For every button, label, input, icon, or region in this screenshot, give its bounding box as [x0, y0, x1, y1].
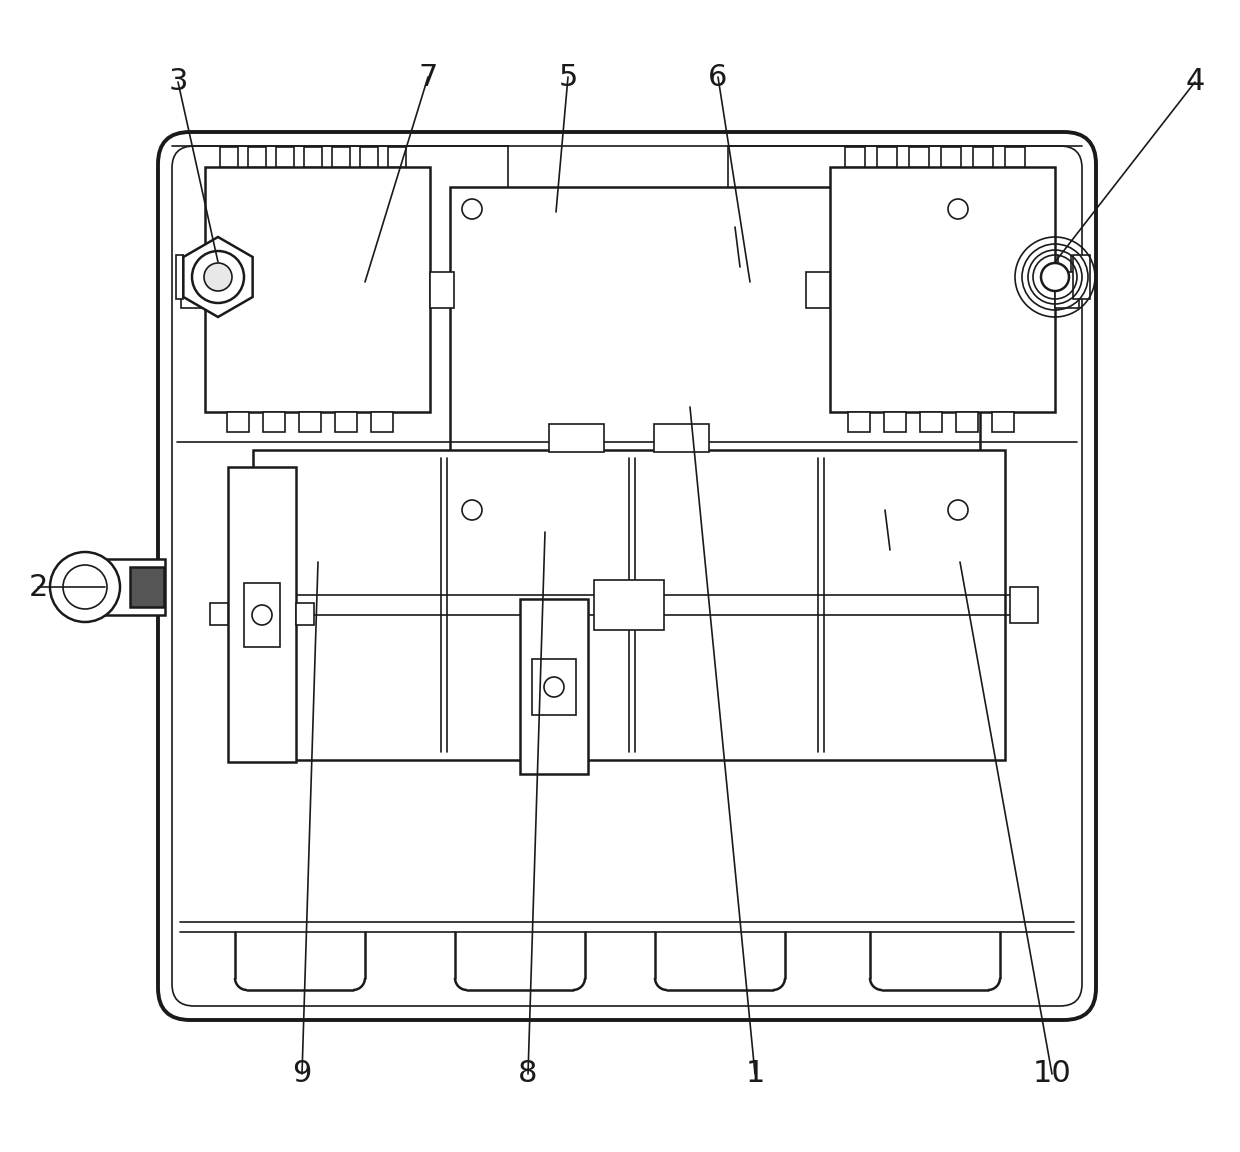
Bar	[430, 272, 454, 308]
Bar	[450, 187, 980, 532]
Bar	[909, 147, 929, 167]
Bar	[360, 147, 378, 167]
Bar	[253, 450, 1004, 760]
Bar	[176, 255, 184, 300]
Bar	[830, 167, 1055, 412]
Text: 6: 6	[708, 62, 728, 91]
Polygon shape	[184, 237, 253, 317]
Bar	[532, 659, 577, 715]
Bar	[205, 167, 430, 412]
Text: 2: 2	[29, 573, 47, 601]
Bar	[244, 583, 280, 647]
Bar	[549, 424, 604, 452]
Bar	[806, 272, 830, 308]
Circle shape	[50, 552, 120, 622]
Bar	[181, 272, 205, 308]
Bar	[1011, 588, 1038, 623]
Bar	[86, 559, 165, 615]
Bar	[130, 567, 164, 607]
Bar	[653, 424, 709, 452]
Bar	[992, 412, 1014, 432]
Bar	[844, 147, 866, 167]
Text: 5: 5	[558, 62, 578, 91]
Bar	[884, 412, 906, 432]
Bar	[1055, 272, 1079, 308]
Bar	[228, 467, 296, 761]
Bar	[941, 147, 961, 167]
Bar	[371, 412, 393, 432]
Bar	[956, 412, 978, 432]
Bar	[877, 147, 897, 167]
Text: 1: 1	[745, 1060, 765, 1089]
FancyBboxPatch shape	[157, 132, 1096, 1020]
Circle shape	[1042, 263, 1069, 291]
Circle shape	[205, 263, 232, 291]
Text: 9: 9	[293, 1060, 311, 1089]
Bar	[920, 412, 942, 432]
Bar	[335, 412, 357, 432]
Bar	[388, 147, 405, 167]
Bar	[210, 602, 228, 626]
Bar	[248, 147, 267, 167]
Bar	[299, 412, 321, 432]
Bar	[263, 412, 285, 432]
Text: 8: 8	[518, 1060, 538, 1089]
Text: 7: 7	[418, 62, 438, 91]
Bar	[332, 147, 350, 167]
Text: 4: 4	[1185, 68, 1205, 97]
Bar	[1004, 147, 1025, 167]
Bar	[219, 147, 238, 167]
Bar	[277, 147, 294, 167]
Bar	[973, 147, 993, 167]
Bar	[848, 412, 870, 432]
Text: 10: 10	[1033, 1060, 1071, 1089]
Bar	[296, 602, 314, 626]
Circle shape	[192, 251, 244, 303]
Bar	[304, 147, 322, 167]
Bar	[227, 412, 249, 432]
Text: 3: 3	[169, 68, 187, 97]
Bar	[594, 579, 663, 630]
Bar	[520, 599, 588, 774]
Bar	[1073, 255, 1090, 300]
